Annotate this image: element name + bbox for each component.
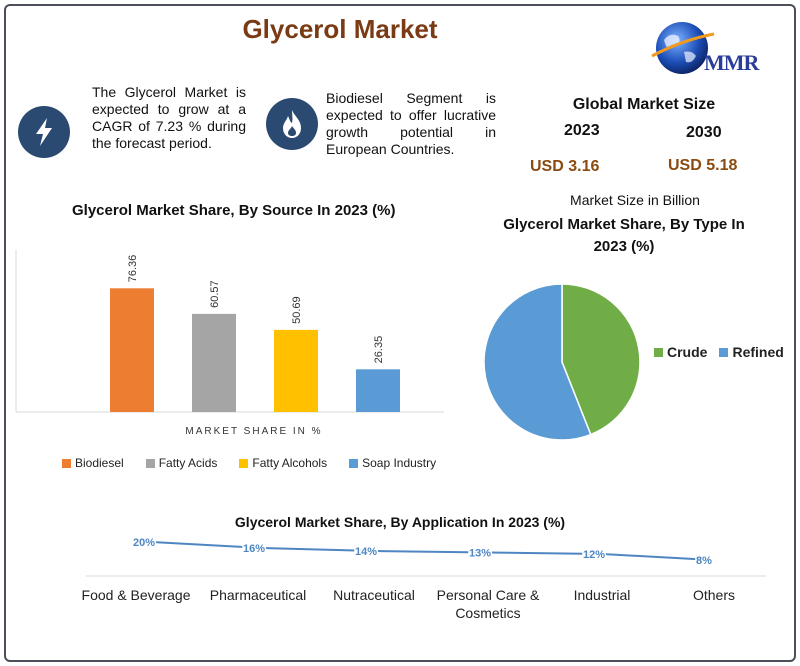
pie-slice-crude: [561, 283, 641, 436]
line-category-industrial: Industrial: [573, 587, 631, 603]
legend-item-biodiesel: Biodiesel: [62, 456, 124, 470]
line-category-pharmaceutical: Pharmaceutical: [209, 587, 307, 603]
value-2030: USD 5.18: [668, 157, 738, 174]
line-label-pharmaceutical: 16%: [243, 543, 265, 555]
biodiesel-note: Biodiesel Segment is expected to offer l…: [326, 90, 496, 157]
line-label-personal-care-cosmetics: 13%: [469, 548, 491, 560]
bar-chart-legend: Biodiesel Fatty Acids Fatty Alcohols Soa…: [62, 456, 458, 470]
line-chart-categories: Food & Beverage Pharmaceutical Nutraceutic…: [82, 586, 766, 626]
bar-soap-industry: [356, 369, 400, 412]
line-chart-title: Glycerol Market Share, By Application In…: [234, 514, 566, 530]
bar-chart-x-label: MARKET SHARE IN %: [185, 426, 322, 437]
bar-label-biodiesel: 76.36: [127, 255, 139, 283]
pie-chart-legend: Crude Refined: [654, 344, 784, 360]
lightning-icon: [18, 106, 70, 158]
value-2023: USD 3.16: [530, 158, 600, 175]
legend-item-crude: Crude: [654, 344, 707, 360]
pie-chart-title: Glycerol Market Share, By Type In 2023 (…: [503, 216, 745, 255]
line-label-nutraceutical: 14%: [355, 546, 377, 558]
bar-label-fatty-acids: 60.57: [209, 280, 221, 308]
application-line-chart: 20% 16% 14% 13% 12% 8%: [86, 536, 766, 577]
flame-icon: [266, 98, 318, 150]
market-size-unit: Market Size in Billion: [570, 192, 700, 208]
line-label-others: 8%: [696, 555, 712, 567]
legend-item-fatty-acids: Fatty Acids: [145, 456, 217, 470]
legend-item-soap-industry: Soap Industry: [349, 456, 436, 470]
application-series-line: [151, 541, 713, 561]
line-category-food-beverage: Food & Beverage: [81, 587, 191, 603]
bar-label-soap-industry: 26.35: [373, 336, 385, 364]
line-label-food-beverage: 20%: [133, 537, 155, 549]
globe-logo-icon: [651, 22, 715, 74]
bar-chart-title: Glycerol Market Share, By Source In 2023…: [72, 202, 396, 219]
line-category-personal-care-cosmetics: Personal Care & Cosmetics: [436, 587, 540, 621]
bar-fatty-alcohols: [274, 329, 318, 412]
bar-biodiesel: [110, 288, 154, 412]
pie-slice-refined: [483, 283, 592, 441]
line-label-industrial: 12%: [583, 549, 605, 561]
legend-item-refined: Refined: [719, 344, 784, 360]
bar-fatty-acids: [192, 313, 236, 412]
page-title: Glycerol Market: [242, 14, 438, 44]
global-market-title: Global Market Size: [572, 96, 716, 113]
source-bar-chart: 76.36 60.57 50.69 26.35 MARKET SHARE IN %: [15, 250, 444, 437]
type-pie-chart: [483, 283, 641, 441]
year-2023: 2023: [564, 122, 600, 139]
logo-text: MMR: [704, 50, 759, 75]
bar-label-fatty-alcohols: 50.69: [291, 296, 303, 324]
legend-item-fatty-alcohols: Fatty Alcohols: [239, 456, 327, 470]
line-category-others: Others: [692, 587, 735, 603]
line-category-nutraceutical: Nutraceutical: [333, 587, 415, 603]
year-2030: 2030: [686, 124, 722, 141]
cagr-note: The Glycerol Market is expected to grow …: [92, 84, 246, 151]
